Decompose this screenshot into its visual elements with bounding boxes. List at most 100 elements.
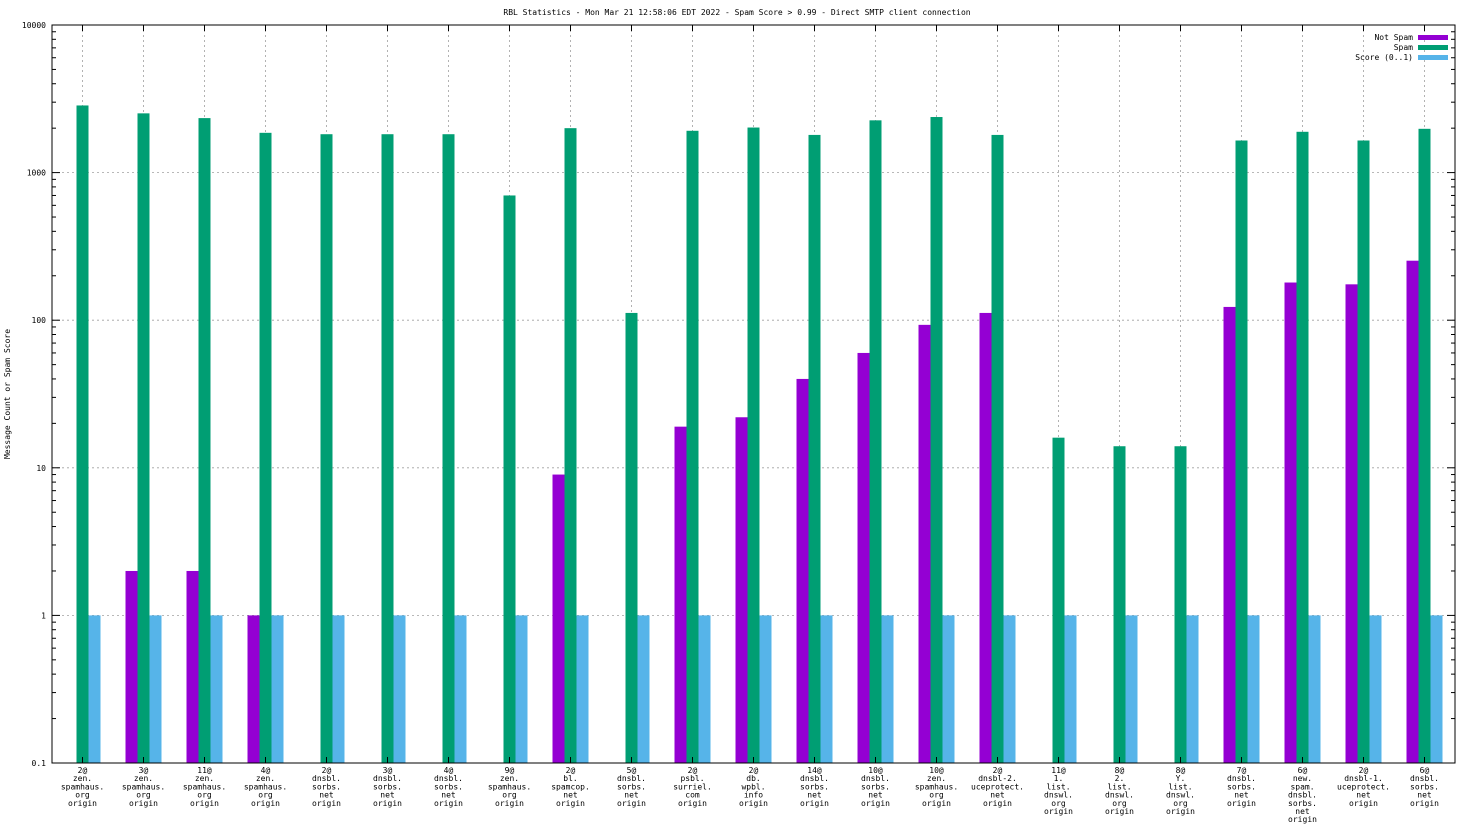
x-tick-label: 10@ dnsbl. sorbs. net origin xyxy=(861,766,890,808)
x-tick-label: 2@ dnsbl-2. uceprotect. net origin xyxy=(971,766,1024,808)
legend-label: Not Spam xyxy=(1374,33,1413,42)
bar-score-0-1 xyxy=(88,615,101,763)
bar-spam xyxy=(320,134,333,763)
bar-score-0-1 xyxy=(576,615,589,763)
legend-swatch xyxy=(1418,45,1448,50)
bar-spam xyxy=(1357,140,1370,763)
bar-score-0-1 xyxy=(1308,615,1321,763)
x-tick-label: 10@ zen. spamhaus. org origin xyxy=(915,766,958,808)
y-tick-labels: 0.1 1 10 100 1000 10000 xyxy=(22,21,46,768)
x-tick-label: 3@ zen. spamhaus. org origin xyxy=(122,766,165,808)
chart-title: RBL Statistics - Mon Mar 21 12:58:06 EDT… xyxy=(503,8,970,17)
bar-score-0-1 xyxy=(515,615,528,763)
bar-spam xyxy=(625,312,638,763)
bar-spam xyxy=(137,113,150,764)
legend-swatch xyxy=(1418,35,1448,40)
bar-not-spam xyxy=(186,570,199,763)
bar-score-0-1 xyxy=(820,615,833,763)
plot-frame xyxy=(51,24,1456,764)
x-tick-label: 14@ dnsbl. sorbs. net origin xyxy=(800,766,829,808)
x-tick-label: 7@ dnsbl. sorbs. net origin xyxy=(1227,766,1256,808)
bar-not-spam xyxy=(735,417,748,763)
x-tick-label: 4@ zen. spamhaus. org origin xyxy=(244,766,287,808)
bar-not-spam xyxy=(125,570,138,763)
y-tick-label: 0.1 xyxy=(32,759,47,768)
legend-label: Score (0..1) xyxy=(1355,53,1413,62)
bar-spam xyxy=(930,117,943,764)
bar-spam xyxy=(76,105,89,763)
legend-label: Spam xyxy=(1394,43,1413,52)
x-tick-label: 8@ Y. list. dnswl. org origin xyxy=(1166,766,1195,816)
x-tick-label: 2@ db. wpbl. info origin xyxy=(739,766,768,808)
bar-spam xyxy=(1052,437,1065,763)
bar-spam xyxy=(564,128,577,763)
y-tick-label: 10 xyxy=(36,464,46,473)
bar-score-0-1 xyxy=(271,615,284,763)
x-tick-label: 2@ zen. spamhaus. org origin xyxy=(61,766,104,808)
bar-spam xyxy=(1235,140,1248,763)
x-tick-label: 11@ zen. spamhaus. org origin xyxy=(183,766,226,808)
bar-spam xyxy=(503,195,516,764)
bar-score-0-1 xyxy=(759,615,772,763)
bar-not-spam xyxy=(1223,306,1236,763)
bar-spam xyxy=(381,134,394,763)
x-tick-label: 3@ dnsbl. sorbs. net origin xyxy=(373,766,402,808)
bar-score-0-1 xyxy=(881,615,894,763)
bar-spam xyxy=(1113,446,1126,763)
bar-spam xyxy=(198,118,211,763)
bar-score-0-1 xyxy=(1064,615,1077,763)
bar-score-0-1 xyxy=(637,615,650,763)
bar-spam xyxy=(442,134,455,763)
bar-not-spam xyxy=(674,426,687,763)
bar-score-0-1 xyxy=(393,615,406,763)
bar-spam xyxy=(686,130,699,764)
bar-spam xyxy=(991,134,1004,764)
y-tick-label: 1 xyxy=(41,611,46,620)
x-tick-label: 2@ psbl. surriel. com origin xyxy=(673,766,712,808)
x-tick-labels: 2@ zen. spamhaus. org origin 3@ zen. spamhaus. o… xyxy=(61,766,1439,824)
y-tick-label: 1000 xyxy=(27,169,46,178)
x-tick-label: 6@ new. spam. dnsbl. sorbs. net origin xyxy=(1288,766,1317,824)
x-tick-label: 2@ bl. spamcop. net origin xyxy=(551,766,590,808)
bar-score-0-1 xyxy=(1247,615,1260,763)
bar-score-0-1 xyxy=(1125,615,1138,763)
bar-score-0-1 xyxy=(1186,615,1199,763)
x-tick-label: 2@ dnsbl. sorbs. net origin xyxy=(312,766,341,808)
bar-score-0-1 xyxy=(210,615,223,763)
x-tick-label: 11@ 1. list. dnswl. org origin xyxy=(1044,766,1073,816)
legend-swatch xyxy=(1418,55,1448,60)
bar-score-0-1 xyxy=(454,615,467,763)
bar-score-0-1 xyxy=(698,615,711,763)
bar-spam xyxy=(1296,131,1309,763)
bar-score-0-1 xyxy=(942,615,955,763)
bar-spam xyxy=(259,132,272,763)
bar-score-0-1 xyxy=(332,615,345,763)
bar-spam xyxy=(869,120,882,763)
bar-score-0-1 xyxy=(149,615,162,763)
bar-not-spam xyxy=(1345,284,1358,763)
x-tick-label: 8@ 2. list. dnswl. org origin xyxy=(1105,766,1134,816)
bar-not-spam xyxy=(1406,260,1419,763)
x-tick-label: 2@ dnsbl-1. uceprotect. net origin xyxy=(1337,766,1390,808)
bar-spam xyxy=(1418,128,1431,763)
bar-not-spam xyxy=(857,352,870,763)
bar-not-spam xyxy=(918,324,931,763)
bar-not-spam xyxy=(247,615,260,763)
bar-spam xyxy=(1174,446,1187,763)
bar-score-0-1 xyxy=(1369,615,1382,763)
bar-spam xyxy=(808,134,821,764)
plot-border xyxy=(51,24,1456,764)
bar-not-spam xyxy=(979,312,992,763)
x-tick-label: 6@ dnsbl. sorbs. net origin xyxy=(1410,766,1439,808)
bar-score-0-1 xyxy=(1003,615,1016,763)
bars xyxy=(76,105,1443,764)
bar-spam xyxy=(747,127,760,763)
bar-not-spam xyxy=(1284,282,1297,763)
x-tick-label: 5@ dnsbl. sorbs. net origin xyxy=(617,766,646,808)
bar-not-spam xyxy=(552,474,565,763)
bar-score-0-1 xyxy=(1430,615,1443,763)
x-tick-label: 9@ zen. spamhaus. org origin xyxy=(488,766,531,808)
y-tick-label: 100 xyxy=(32,316,47,325)
